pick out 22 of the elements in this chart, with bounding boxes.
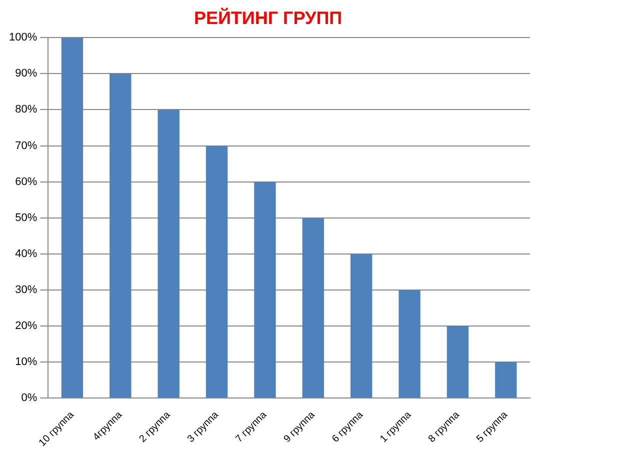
bar (302, 218, 324, 398)
y-tick-label: 30% (15, 284, 38, 296)
bar (350, 254, 372, 398)
y-tick-label: 0% (21, 392, 38, 404)
y-tick-label: 90% (15, 68, 38, 80)
y-tick-label: 40% (15, 248, 38, 260)
chart-title: РЕЙТИНГ ГРУПП (194, 6, 342, 28)
bar (398, 290, 420, 398)
bar (158, 110, 180, 398)
bar (206, 146, 228, 398)
y-tick-label: 20% (15, 320, 38, 332)
y-tick-label: 100% (8, 32, 38, 44)
y-tick-label: 60% (15, 176, 38, 188)
y-tick-label: 50% (15, 212, 38, 224)
bar (254, 182, 276, 398)
bar (61, 38, 84, 398)
y-tick-label: 80% (15, 104, 38, 116)
bar (110, 74, 132, 398)
y-tick-label: 70% (15, 140, 38, 152)
bar (495, 362, 517, 398)
y-tick-label: 10% (15, 356, 38, 368)
bar (446, 326, 469, 398)
